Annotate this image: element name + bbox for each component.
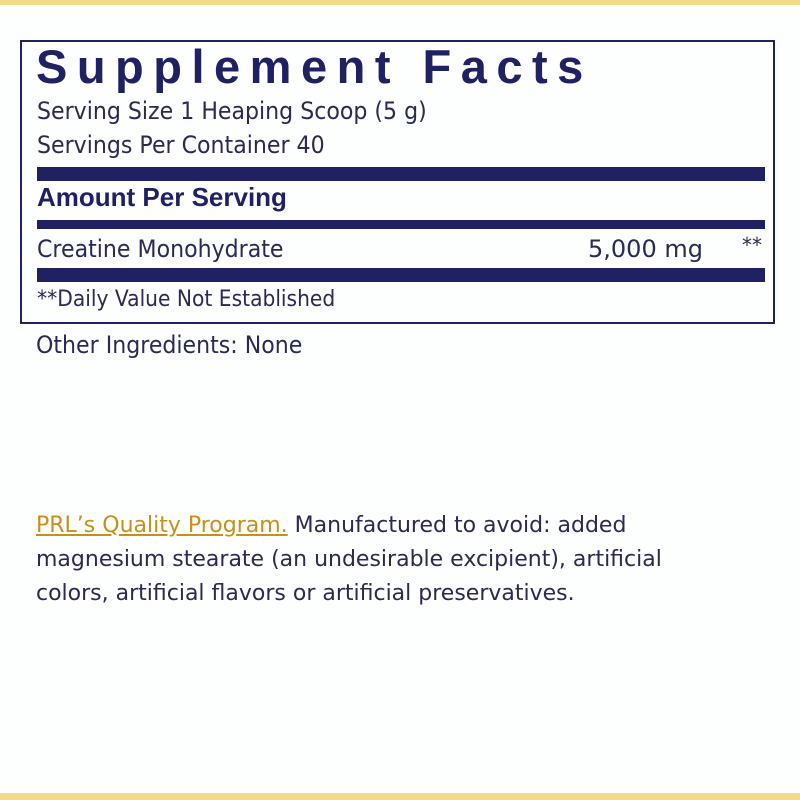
panel-title: Supplement Facts [36,40,593,93]
amount-per-serving-header: Amount Per Serving [37,182,287,212]
divider [37,220,765,229]
ingredient-name: Creatine Monohydrate [37,235,284,263]
divider-thick [37,167,765,181]
other-ingredients: Other Ingredients: None [36,331,303,359]
ingredient-daily-value: ** [742,233,762,257]
top-border [0,0,800,5]
footnote: **Daily Value Not Established [37,287,336,312]
servings-per-container: Servings Per Container 40 [37,131,325,159]
bottom-border [0,793,800,800]
ingredient-amount: 5,000 mg [588,235,703,263]
quality-program-link[interactable]: PRL’s Quality Program. [36,513,288,538]
supplement-facts-panel: Supplement Facts Serving Size 1 Heaping … [20,40,775,324]
quality-text: Manufactured to avoid: added magnesium s… [36,513,662,606]
quality-statement: PRL’s Quality Program. Manufactured to a… [36,508,676,610]
serving-size: Serving Size 1 Heaping Scoop (5 g) [37,97,427,125]
divider-thick [37,268,765,282]
